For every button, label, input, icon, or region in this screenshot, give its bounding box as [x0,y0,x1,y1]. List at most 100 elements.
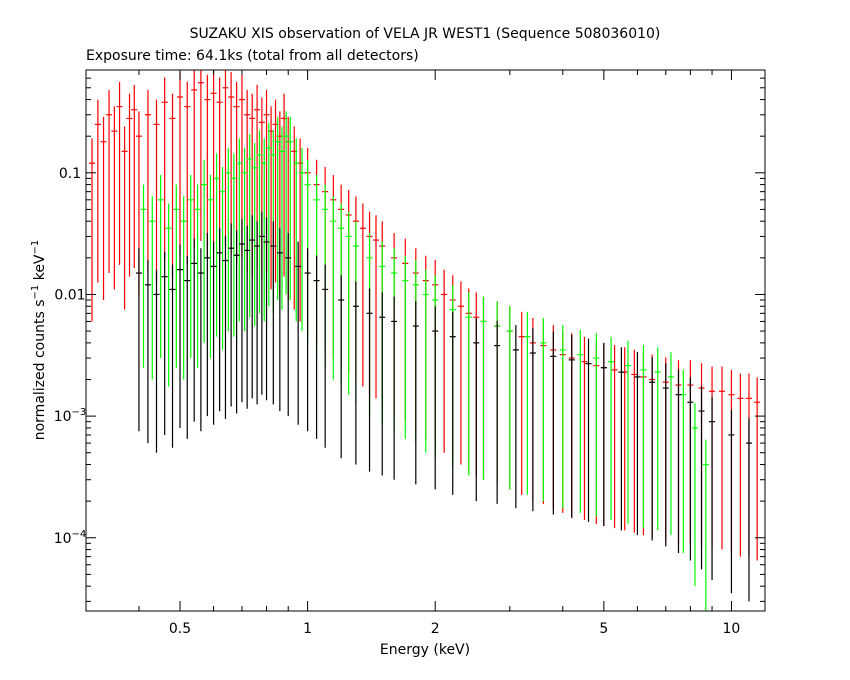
data-point [465,292,472,476]
data-point [276,227,283,412]
y-tick-exponent: −3 [72,407,87,418]
data-point [330,196,337,380]
data-point [274,116,281,301]
data-point [140,184,147,368]
y-axis-label-exp1: −1 [30,285,41,300]
data-point [184,81,191,265]
data-point [177,72,184,256]
y-axis-label-main: normalized counts s [32,299,48,440]
data-point [131,84,138,269]
data-point [611,345,618,529]
x-axis-ticks: 0.5 1 2 5 10 [138,70,741,637]
data-point [295,241,302,425]
data-point [184,255,191,439]
data-point [126,93,133,277]
data-point [106,89,113,274]
y-tick-label: 0.01 [54,287,85,303]
x-tick-label: 1 [303,621,312,637]
x-tick-label: 0.5 [169,621,191,637]
data-point [313,255,320,439]
data-point [258,211,265,395]
data-series-layer [89,70,761,611]
data-point [624,340,631,524]
data-point [263,217,270,401]
data-point [256,130,263,314]
data-point [111,106,118,290]
data-point [745,418,752,602]
data-point [432,306,439,490]
data-point [702,439,709,611]
data-point [366,288,373,472]
chart-subtitle: Exposure time: 64.1ks (total from all de… [86,48,419,64]
data-point [379,292,386,476]
y-tick-base: 10 [54,409,72,425]
data-point [216,227,223,412]
data-point [585,338,592,522]
data-point [373,215,380,399]
data-point [121,126,128,310]
data-point [149,196,156,380]
data-point [222,235,229,419]
data-point [173,184,180,368]
data-point [135,248,142,432]
data-point [161,77,168,261]
data-point [529,328,536,512]
data-point [219,166,226,350]
data-point [322,264,329,448]
data-point [718,366,725,550]
data-point [559,325,566,509]
data-point [165,203,172,387]
data-point [161,251,168,435]
data-point [649,357,656,541]
y-tick-exponent: −4 [72,529,87,540]
y-axis-label-exp2: −1 [30,240,41,255]
data-point [201,159,208,343]
chart-title: SUZAKU XIS observation of VELA JR WEST1 … [190,26,661,42]
data-point [230,153,237,337]
data-point [581,336,588,520]
data-point [228,223,235,407]
series-2 [135,211,752,602]
data-point [238,219,245,403]
data-point [169,93,176,277]
y-axis-label: normalized counts s−1 keV−1 [30,240,48,441]
data-point [222,70,229,247]
data-point [728,410,735,594]
data-point [153,99,160,283]
y-axis-label-unit: keV [32,254,48,285]
x-axis-label: Energy (keV) [380,642,470,658]
data-point [422,269,429,453]
data-point [249,215,256,399]
data-point [512,325,519,509]
data-point [225,147,232,332]
x-tick-label: 10 [723,621,741,637]
data-point [675,369,682,553]
data-point [608,336,615,520]
data-point [204,74,211,258]
data-point [210,241,217,425]
data-point [698,386,705,570]
data-point [261,138,268,322]
data-point [254,221,261,405]
data-point [246,134,253,318]
series-1 [140,111,709,611]
data-point [293,138,300,322]
x-tick-label: 5 [599,621,608,637]
data-point [285,233,292,417]
data-point [577,329,584,513]
y-tick-label: 0.1 [59,166,81,182]
data-point [691,403,698,587]
data-point [169,264,176,448]
data-point [359,203,366,387]
data-point [737,373,744,557]
data-point [518,311,525,495]
data-point [236,138,243,322]
data-point [754,377,761,561]
plot-frame [85,69,766,612]
data-point [391,296,398,480]
data-point [194,184,201,368]
data-point [197,248,204,432]
data-point [283,111,290,295]
